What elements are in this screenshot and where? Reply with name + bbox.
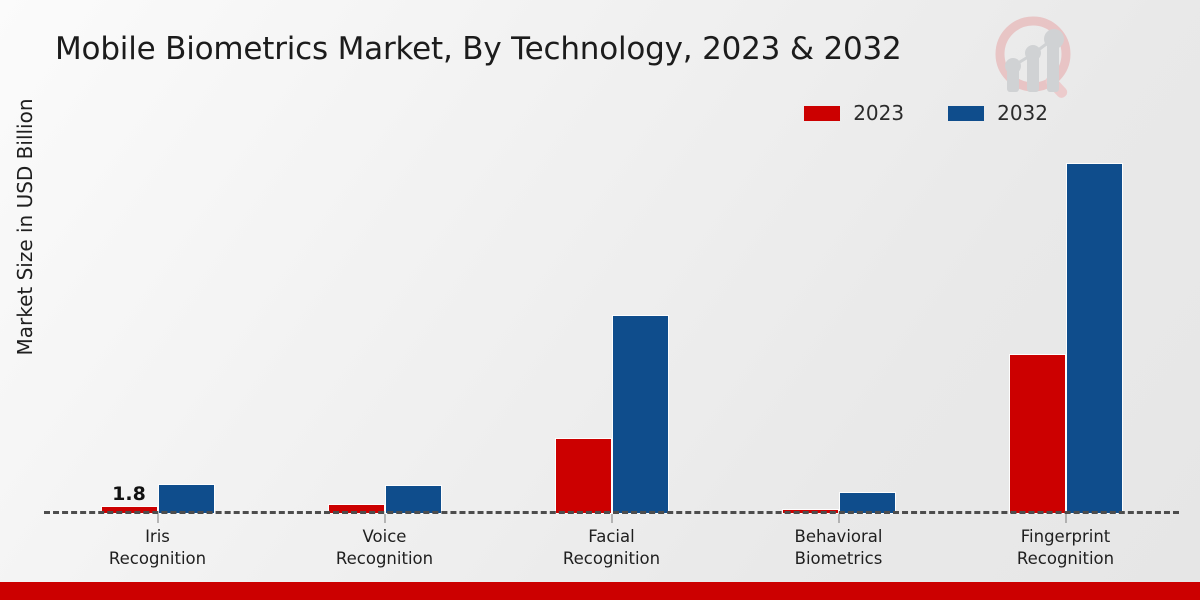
footer-accent-strip	[0, 582, 1200, 600]
x-axis-category-label: Behavioral Biometrics	[794, 527, 883, 568]
bar-pair: 1.8	[100, 482, 215, 514]
bar-2023[interactable]	[554, 438, 612, 514]
bar-2023[interactable]	[1008, 354, 1066, 514]
bar-pair	[327, 485, 442, 514]
bar-chart-icon	[1007, 42, 1059, 92]
x-axis-tick	[838, 514, 839, 523]
watermark-logo	[985, 12, 1085, 104]
bar-groups: 1.8 Iris Recognition Voice Recognition Faci…	[44, 140, 1179, 568]
x-axis-category-label: Facial Recognition	[562, 527, 661, 568]
legend-item-2023[interactable]: 2023	[804, 103, 904, 123]
x-axis-baseline	[44, 511, 1179, 514]
bar-pair	[554, 315, 669, 514]
plot-area: 1.8 Iris Recognition Voice Recognition Faci…	[44, 140, 1179, 568]
bar-2032[interactable]	[611, 315, 669, 514]
bar-group: Fingerprint Recognition	[952, 140, 1179, 568]
x-axis-tick	[1065, 514, 1066, 523]
chart-title: Mobile Biometrics Market, By Technology,…	[55, 31, 902, 67]
y-axis-title: Market Size in USD Billion	[13, 98, 37, 356]
x-axis-category-label: Voice Recognition	[335, 527, 434, 568]
legend-swatch-2032	[948, 105, 985, 121]
x-axis-tick	[384, 514, 385, 523]
x-axis-category-label: Iris Recognition	[108, 527, 207, 568]
x-axis-category-label: Fingerprint Recognition	[1016, 527, 1115, 568]
x-axis-tick	[157, 514, 158, 523]
bar-group: Facial Recognition	[498, 140, 725, 568]
legend-swatch-2023	[804, 105, 841, 121]
legend-item-2032[interactable]: 2032	[948, 103, 1048, 123]
bar-pair	[1008, 163, 1123, 514]
legend-label-2032: 2032	[997, 101, 1048, 125]
bar-group: Voice Recognition	[271, 140, 498, 568]
bar-2032[interactable]	[384, 485, 442, 514]
legend-label-2023: 2023	[853, 101, 905, 125]
bar-2032[interactable]	[1065, 163, 1123, 514]
trend-dots-icon	[1005, 29, 1064, 74]
bar-group: Behavioral Biometrics	[725, 140, 952, 568]
x-axis-tick	[611, 514, 612, 523]
chart-legend: 2023 2032	[804, 103, 1048, 123]
bar-value-label: 1.8	[112, 482, 146, 505]
bar-group: 1.8 Iris Recognition	[44, 140, 271, 568]
bar-2032[interactable]	[157, 483, 215, 514]
